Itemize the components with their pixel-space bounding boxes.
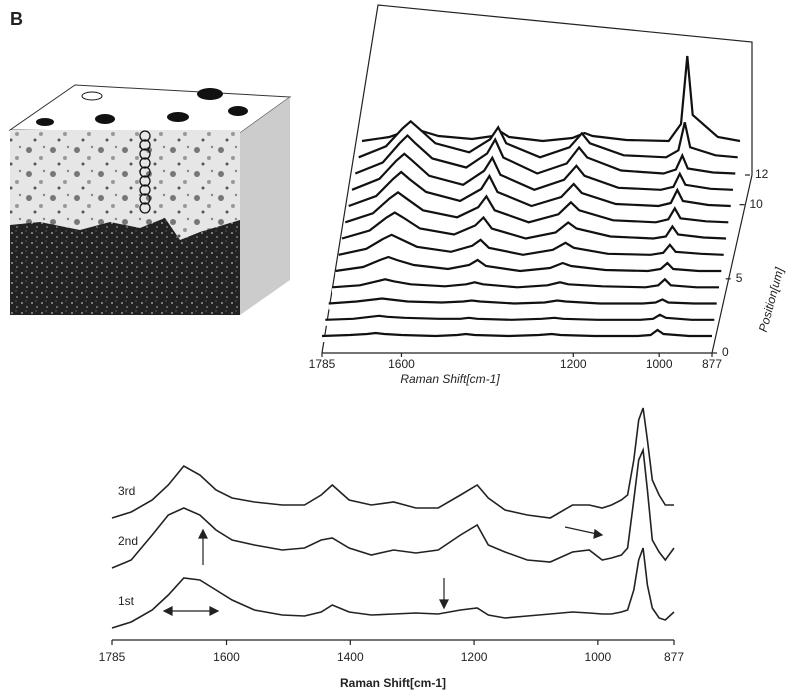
pore [167, 112, 189, 122]
arrow-head [439, 599, 449, 610]
spectrum [354, 133, 736, 175]
sample-top [8, 84, 292, 134]
x-tick-label: 1400 [337, 650, 364, 664]
x-tick-label: 1000 [585, 650, 612, 664]
x-tick-label: 1000 [646, 357, 673, 371]
spectrum [344, 190, 729, 224]
arrow-head [198, 528, 208, 539]
z-axis-label: Position[um] [756, 265, 787, 333]
spectrum [335, 255, 722, 273]
x-tick-label: 1200 [461, 650, 488, 664]
arrow-head [209, 606, 220, 616]
arrow-head [593, 528, 604, 539]
waterfall-frame [321, 4, 753, 354]
arrow-head [162, 606, 173, 616]
box-edge [321, 4, 753, 354]
spectrum [111, 446, 675, 569]
spectrum [351, 152, 734, 191]
spectrum [338, 233, 724, 256]
x-tick-label: 1600 [388, 357, 415, 371]
spectrum [341, 211, 727, 240]
spectrum [358, 119, 738, 159]
spectrum [111, 407, 674, 519]
x-axis-label: Raman Shift[cm-1] [400, 372, 500, 386]
pore [36, 118, 54, 126]
sample-substrate [10, 218, 240, 315]
pore [197, 88, 223, 100]
pore [95, 114, 115, 124]
spectrum-fill [352, 153, 733, 196]
spectrum [325, 313, 715, 321]
annotations [162, 526, 604, 616]
spectrum [111, 547, 675, 629]
x-tick-label: 1600 [213, 650, 240, 664]
x-tick-label: 877 [702, 357, 722, 371]
series-label: 1st [118, 594, 135, 608]
spectrum-fill [345, 192, 729, 229]
x-tick-label: 877 [664, 650, 684, 664]
spectrum-fill [358, 121, 738, 164]
series-label: 3rd [118, 484, 135, 498]
spectrum-fill [342, 212, 726, 245]
x-tick-label: 1200 [560, 357, 587, 371]
z-tick-label: 12 [755, 167, 769, 181]
pore [228, 106, 248, 116]
focus-chain [139, 130, 151, 214]
spectrum [321, 328, 712, 338]
spectrum-fill [335, 257, 722, 277]
sample-illustration [8, 84, 292, 315]
spectrum [348, 170, 731, 208]
x-tick-label: 1785 [99, 650, 126, 664]
z-tick-label: 10 [750, 197, 764, 211]
z-axis [711, 174, 753, 354]
x-tick-label: 1785 [309, 357, 336, 371]
panel-label: B [10, 9, 23, 29]
series-label: 2nd [118, 534, 138, 548]
pore [81, 91, 103, 101]
x-axis-label: Raman Shift[cm-1] [340, 676, 446, 690]
z-tick-label: 0 [722, 345, 729, 359]
spectrum-fill [355, 135, 736, 180]
spectrum-fill [332, 279, 719, 294]
spectrum [328, 297, 717, 305]
spectrum [331, 277, 719, 289]
sample-side [240, 97, 290, 315]
z-tick-label: 5 [736, 271, 743, 285]
spectrum-fill [348, 172, 731, 212]
arrow [564, 526, 598, 535]
